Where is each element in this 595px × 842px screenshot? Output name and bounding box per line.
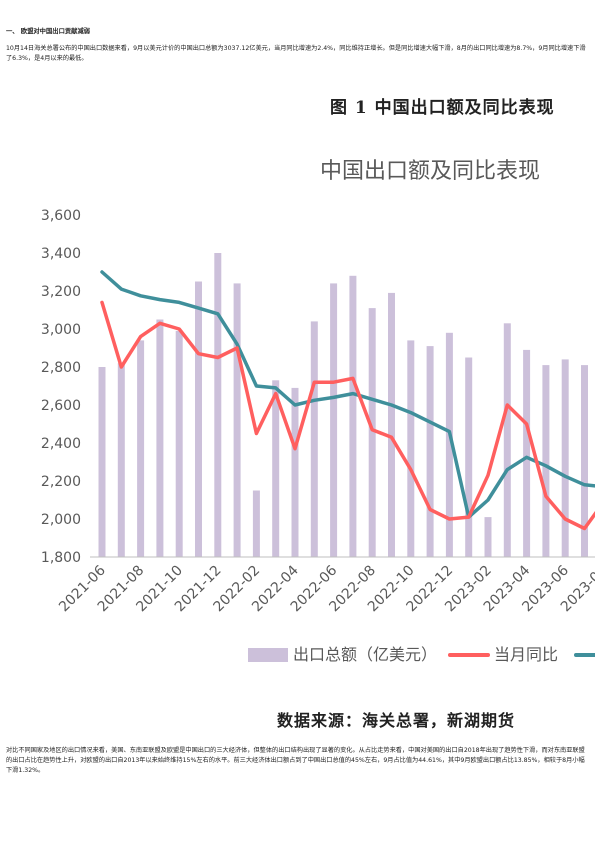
y-tick-label: 2,600 <box>41 398 81 414</box>
bar <box>195 281 202 557</box>
y-tick-label: 3,200 <box>41 284 81 300</box>
analysis-paragraph: 对比不同国家及地区的出口情况来看，美国、东南亚联盟及欧盟是中国出口的三大经济体，… <box>6 747 585 774</box>
bar <box>330 283 338 557</box>
bar <box>252 490 260 557</box>
bar <box>156 319 164 557</box>
y-tick-label: 3,400 <box>41 246 81 262</box>
bar <box>137 340 145 557</box>
export-chart: 中国出口额及同比表现 1,800 2,000 2,200 2,400 2,600 2,800… <box>41 159 595 664</box>
legend-label-yoy: 当月同比 <box>494 645 558 664</box>
bar <box>214 253 222 557</box>
y-tick-label: 3,000 <box>41 322 81 338</box>
bar <box>523 349 531 557</box>
yoy-line <box>100 300 595 531</box>
y-tick-label: 2,200 <box>41 474 81 490</box>
intro-paragraph: 10月14日海关总署公布的中国出口数据来看，9月以美元计价的中国出口总额为303… <box>6 45 586 62</box>
legend-swatch-bar <box>248 648 288 662</box>
figure-caption: 图 1 中国出口额及同比表现 <box>330 98 555 118</box>
bar <box>98 367 106 557</box>
bar <box>503 323 511 557</box>
chart-container: 中国出口额及同比表现 1,800 2,000 2,200 2,400 2,600 2,800… <box>20 140 595 685</box>
bar <box>272 380 280 557</box>
bar <box>349 275 357 557</box>
bar <box>426 346 434 557</box>
chart-title: 中国出口额及同比表现 <box>320 159 540 184</box>
y-tick-label: 3,600 <box>41 208 81 224</box>
bar <box>561 359 569 557</box>
bar <box>407 340 415 557</box>
bar <box>484 517 492 557</box>
bar <box>310 321 318 557</box>
legend-label-export: 出口总额（亿美元） <box>293 645 437 664</box>
data-source-note: 数据来源：海关总署，新湖期货 <box>277 711 516 730</box>
bar <box>445 332 453 557</box>
bar <box>291 387 299 557</box>
bar <box>581 365 588 557</box>
bar <box>368 308 376 557</box>
y-tick-label: 2,800 <box>41 360 81 376</box>
bar <box>175 330 183 557</box>
bar <box>117 363 125 557</box>
y-tick-label: 2,000 <box>41 512 81 528</box>
y-tick-label: 1,800 <box>41 550 81 566</box>
y-tick-label: 2,400 <box>41 436 81 452</box>
bar <box>542 365 550 557</box>
bar <box>233 283 241 557</box>
section-heading: 一、 欧盟对中国出口贡献减弱 <box>6 28 91 35</box>
bar <box>388 292 395 557</box>
bar <box>465 357 473 557</box>
